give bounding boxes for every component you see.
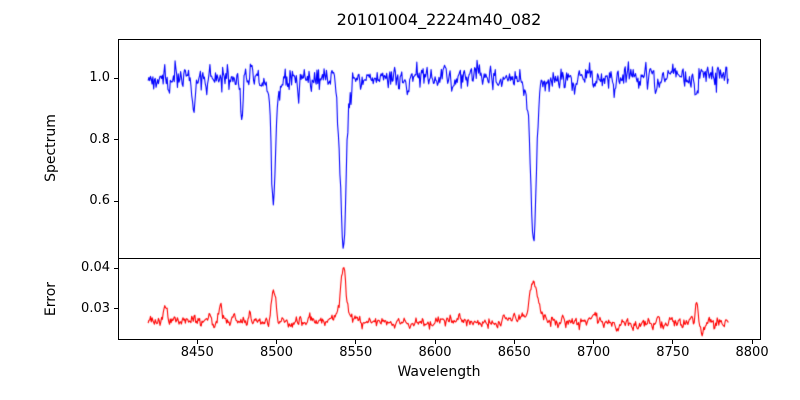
error-y-axis-label: Error: [43, 281, 59, 317]
y-tick-0.8: [114, 139, 118, 141]
y-tick-0.03: [114, 308, 118, 310]
x-tick-label-8650: 8650: [497, 345, 531, 360]
x-tick-label-8500: 8500: [259, 345, 294, 360]
x-tick-label-8700: 8700: [577, 345, 611, 360]
x-tick-8500: [276, 340, 278, 344]
x-tick-8550: [355, 340, 357, 344]
y-tick-0.04: [114, 267, 118, 269]
x-tick-label-8600: 8600: [418, 345, 452, 360]
figure-title: 20101004_2224m40_082: [336, 10, 542, 29]
y-tick-label-0.6: 0.6: [89, 193, 110, 209]
spectrum-y-axis-label: Spectrum: [43, 114, 59, 182]
y-tick-label-1.0: 1.0: [89, 70, 110, 86]
y-tick-label-0.8: 0.8: [89, 131, 110, 147]
error-axes-border: [118, 258, 761, 340]
x-tick-label-8750: 8750: [656, 345, 690, 360]
x-tick-label-8550: 8550: [339, 345, 373, 360]
y-tick-label-0.03: 0.03: [81, 300, 110, 316]
x-tick-8650: [513, 340, 515, 344]
x-axis-label: Wavelength: [397, 364, 481, 380]
x-tick-label-8450: 8450: [180, 345, 214, 360]
x-tick-8800: [751, 340, 753, 344]
x-tick-8750: [672, 340, 674, 344]
spectrum-axes-border: [118, 39, 761, 259]
x-tick-8700: [593, 340, 595, 344]
x-tick-8600: [434, 340, 436, 344]
y-tick-0.6: [114, 200, 118, 202]
x-tick-label-8800: 8800: [735, 345, 769, 360]
x-tick-8450: [196, 340, 198, 344]
y-tick-1.0: [114, 77, 118, 79]
y-tick-label-0.04: 0.04: [81, 260, 110, 276]
